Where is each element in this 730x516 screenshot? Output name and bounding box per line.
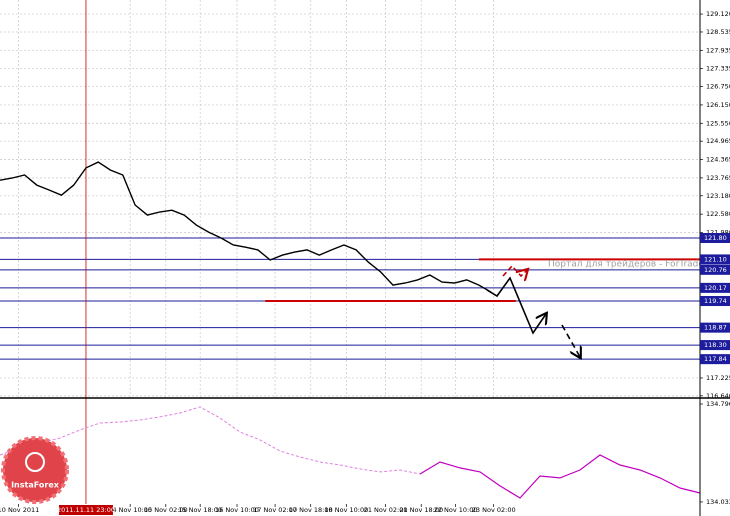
x-tick-label: 18 Nov 10:00 [324,506,368,514]
forecast-arrow-dashed [561,324,580,357]
y-tick-label: 128.535 [706,28,730,36]
level-label: 119.74 [704,297,727,305]
y-tick-label: 125.550 [706,119,730,127]
marks [0,161,701,499]
y-tick-label: 116.640 [706,392,730,400]
cursor-label-box [58,505,113,515]
level-label-box [700,264,730,275]
y-tick-label: 126.750 [706,83,730,91]
level-label-box [700,296,730,307]
y-tick-label: 134.796 [706,400,730,408]
labels: 129.120 128.535 127.935 127.335 126.750 126.1… [0,10,730,515]
x-tick-label: 22 Nov 10:00 [434,506,478,514]
level-label: 120.76 [704,266,727,274]
y-tick-label: 134.033 [706,498,730,506]
y-tick-label: 117.225 [706,374,730,382]
forecast-arrow [486,276,546,335]
level-label: 117.84 [704,355,727,363]
x-tick-label: 17 Nov 02:00 [253,506,297,514]
level-label-box [700,254,730,265]
price-line [0,161,492,293]
x-tick-label: 15 Nov 18:00 [178,506,222,514]
y-tick-label: 129.120 [706,10,730,18]
cursor-label: 2011.11.11 23:00 [57,506,115,514]
y-tick-label: 127.335 [706,65,730,73]
logo-icon [25,452,45,472]
x-tick-label: 23 Nov 02:00 [472,506,516,514]
x-tick-label: 17 Nov 18:00 [289,506,333,514]
y-tick-label: 122.580 [706,210,730,218]
y-tick-label: 123.765 [706,174,730,182]
y-tick-label: 123.180 [706,192,730,200]
grid [0,0,700,398]
x-tick-label: 15 Nov 02:00 [144,506,188,514]
indicator-line [0,406,421,475]
alt-forecast-arrow [502,264,527,276]
y-tick-label: 121.980 [706,228,730,236]
x-tick-label: 21 Nov 02:00 [364,506,408,514]
levels [0,0,700,504]
logo: InstaForex [1,436,69,504]
x-tick-label: 14 Nov 10:00 [108,506,152,514]
level-label: 118.30 [704,341,727,349]
y-tick-label: 124.965 [706,137,730,145]
level-label-box [700,354,730,365]
logo-text: InstaForex [11,481,60,490]
level-label-box [700,340,730,351]
level-label-box [700,233,730,244]
level-label: 121.10 [704,255,727,263]
level-label: 118.87 [704,324,727,332]
level-label-box [700,322,730,333]
x-tick-label: 21 Nov 18:00 [399,506,443,514]
level-label-box [700,282,730,293]
watermark: Портал для трейдеров - ForTrader.ru [548,260,719,270]
indicator-line [419,454,701,499]
y-tick-label: 127.935 [706,46,730,54]
level-label: 121.80 [704,234,727,242]
y-tick-label: 124.365 [706,156,730,164]
x-tick-label: 16 Nov 10:00 [215,506,259,514]
level-label: 120.17 [704,284,727,292]
x-tick-label: 10 Nov 2011 [0,506,39,514]
y-tick-label: 126.150 [706,101,730,109]
